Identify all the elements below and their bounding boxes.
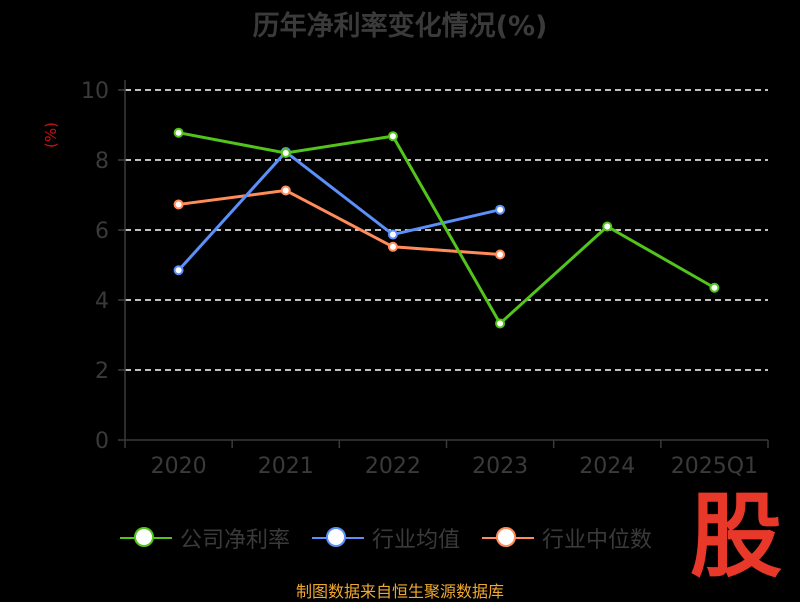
series-0-point-4 [602,221,613,232]
series-2-point-1 [280,185,291,196]
y-axis-label: (%) [41,122,60,148]
series-0-point-5 [709,282,720,293]
legend-marker-industry-median [482,526,535,550]
brand-logo: 股 [690,482,783,590]
legend-item-industry-mean[interactable]: 行业均值 [312,522,460,554]
legend-marker-industry-mean [312,526,365,550]
series-2-point-3 [495,249,506,260]
legend-label-industry-median: 行业中位数 [542,528,653,553]
series-0-point-2 [387,131,398,142]
legend-item-industry-median[interactable]: 行业中位数 [482,522,652,554]
legend-item-company[interactable]: 公司净利率 [120,522,290,554]
series-1-point-2 [387,229,398,240]
y-tick-label-5: 10 [81,79,109,104]
legend-label-company: 公司净利率 [180,528,291,553]
series-1-point-3 [495,204,506,215]
y-tick-label-3: 6 [95,219,109,244]
x-tick-label-5: 2025Q1 [671,454,758,479]
y-tick-label-2: 4 [95,289,109,314]
y-tick-label-4: 8 [95,149,109,174]
x-tick-label-4: 2024 [579,454,635,479]
series-2-point-2 [387,241,398,252]
x-tick-label-3: 2023 [472,454,528,479]
series-1-point-0 [173,265,184,276]
x-tick-label-0: 2020 [151,454,207,479]
x-tick-label-2: 2022 [365,454,421,479]
legend-label-industry-mean: 行业均值 [372,528,461,553]
series-0-point-1 [280,148,291,158]
series-line-2 [178,188,501,256]
y-tick-label-0: 0 [95,429,109,454]
x-tick-label-1: 2021 [258,454,314,479]
chart-title: 历年净利率变化情况(%) [252,11,548,42]
legend-marker-company [120,526,172,550]
series-0-point-3 [495,318,506,329]
series-0-point-0 [173,127,184,138]
series-line-0 [178,131,716,326]
series-2-point-0 [173,199,184,210]
series-line-1 [177,149,501,272]
y-tick-label-1: 2 [95,359,109,384]
legend: 公司净利率 行业均值 行业中位数 [120,518,674,558]
source-note: 制图数据来自恒生聚源数据库 [295,582,504,601]
